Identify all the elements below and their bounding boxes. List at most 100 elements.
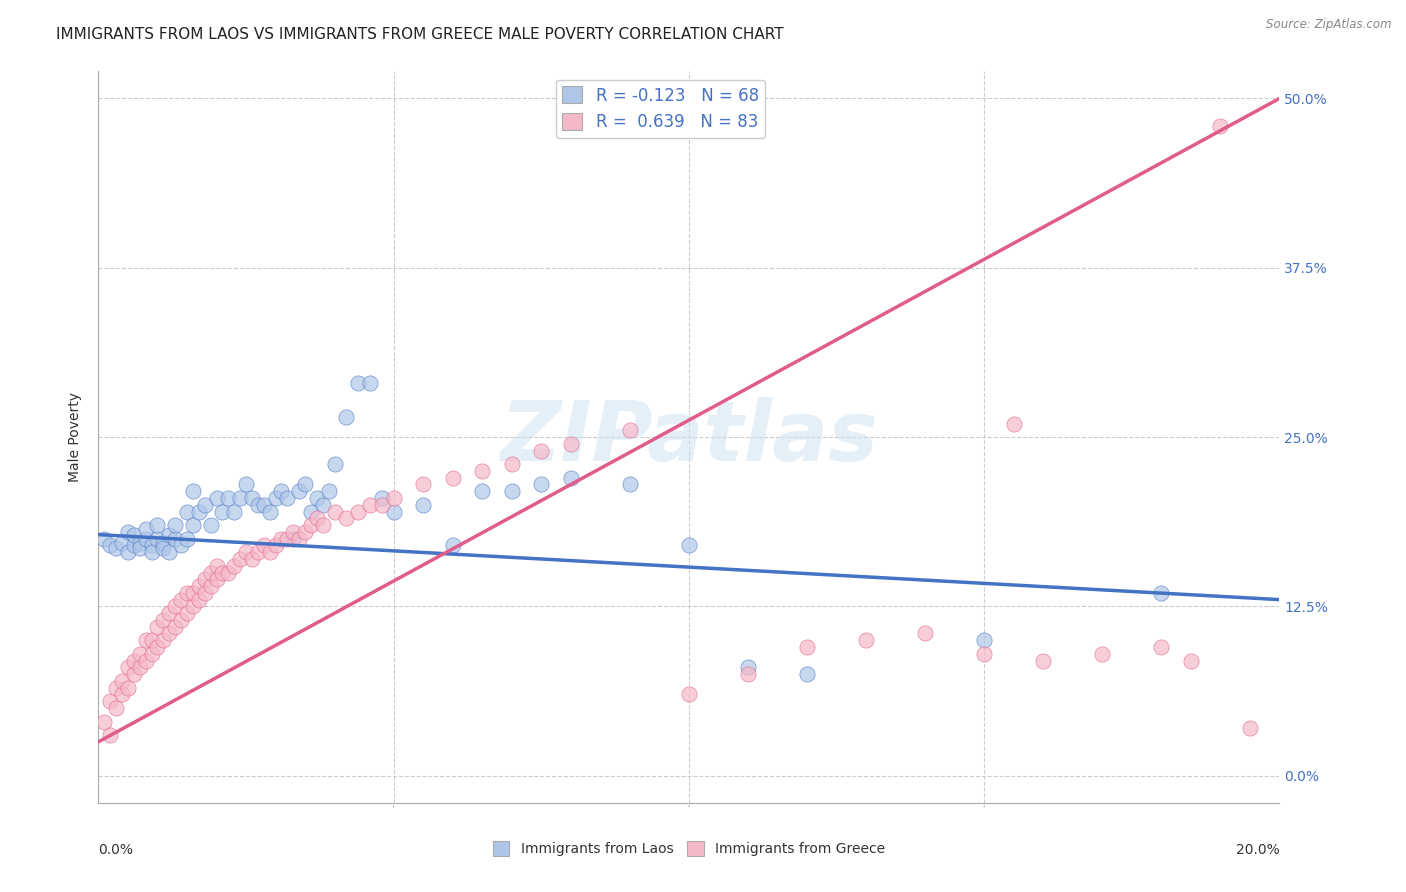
Point (335, 511, 357, 525)
Point (200, 566, 222, 580)
Point (157, 527, 180, 541)
Point (914, 626, 936, 640)
Point (141, 538, 163, 552)
Point (165, 532, 187, 546)
Point (117, 545, 139, 559)
Point (229, 491, 252, 505)
Point (294, 477, 316, 491)
Point (157, 626, 180, 640)
Point (98, 694, 121, 708)
Point (530, 477, 553, 491)
Point (259, 545, 281, 559)
Point (205, 572, 228, 586)
Point (122, 667, 145, 681)
Point (181, 518, 204, 533)
Point (1239, 721, 1261, 735)
Point (371, 498, 394, 512)
Point (235, 477, 257, 491)
Point (382, 491, 405, 505)
Point (240, 491, 263, 505)
Point (283, 532, 305, 546)
Point (141, 647, 163, 661)
Point (205, 558, 228, 573)
Point (501, 457, 523, 471)
Point (176, 606, 198, 620)
Point (737, 667, 759, 681)
Point (93, 714, 115, 729)
Point (270, 532, 292, 546)
Point (128, 541, 150, 556)
Point (105, 701, 128, 715)
Text: ZIPatlas: ZIPatlas (501, 397, 877, 477)
Point (165, 620, 187, 634)
Point (264, 491, 287, 505)
Point (796, 667, 818, 681)
Point (98, 538, 121, 552)
Point (128, 660, 150, 674)
Point (117, 524, 139, 539)
Point (152, 535, 174, 549)
Point (560, 437, 582, 451)
Point (105, 681, 128, 695)
Point (181, 484, 204, 499)
Point (253, 538, 276, 552)
Point (737, 660, 759, 674)
Point (619, 423, 641, 437)
Point (471, 464, 494, 478)
Point (359, 498, 381, 512)
Y-axis label: Male Poverty: Male Poverty (69, 392, 83, 482)
Point (441, 538, 464, 552)
Point (678, 688, 700, 702)
Point (283, 524, 305, 539)
Point (170, 592, 193, 607)
Point (217, 491, 239, 505)
Point (246, 545, 269, 559)
Point (253, 498, 276, 512)
Point (211, 566, 233, 580)
Point (117, 681, 139, 695)
Point (165, 518, 187, 533)
Point (235, 545, 257, 559)
Point (259, 505, 281, 519)
Point (1091, 647, 1114, 661)
Point (359, 376, 381, 390)
Point (855, 633, 877, 648)
Point (187, 592, 209, 607)
Point (619, 477, 641, 491)
Point (217, 566, 239, 580)
Point (157, 606, 180, 620)
Point (211, 505, 233, 519)
Point (973, 647, 995, 661)
Point (181, 599, 204, 614)
Point (973, 633, 995, 648)
Point (98, 728, 121, 742)
Point (200, 518, 222, 533)
Point (1002, 417, 1025, 431)
Point (318, 484, 340, 499)
Point (229, 552, 252, 566)
Point (157, 545, 180, 559)
Point (270, 484, 292, 499)
Point (294, 524, 316, 539)
Text: Source: ZipAtlas.com: Source: ZipAtlas.com (1267, 18, 1392, 31)
Point (117, 660, 139, 674)
Text: 20.0%: 20.0% (1236, 843, 1279, 857)
Point (187, 579, 209, 593)
Point (264, 538, 287, 552)
Point (347, 376, 370, 390)
Point (501, 484, 523, 499)
Point (111, 535, 134, 549)
Point (560, 471, 582, 485)
Point (382, 505, 405, 519)
Point (299, 505, 322, 519)
Point (146, 620, 169, 634)
Point (412, 477, 434, 491)
Point (1209, 119, 1232, 133)
Point (1150, 586, 1173, 600)
Point (305, 511, 328, 525)
Point (181, 586, 204, 600)
Point (128, 647, 150, 661)
Point (152, 613, 174, 627)
Point (288, 484, 311, 499)
Point (276, 491, 298, 505)
